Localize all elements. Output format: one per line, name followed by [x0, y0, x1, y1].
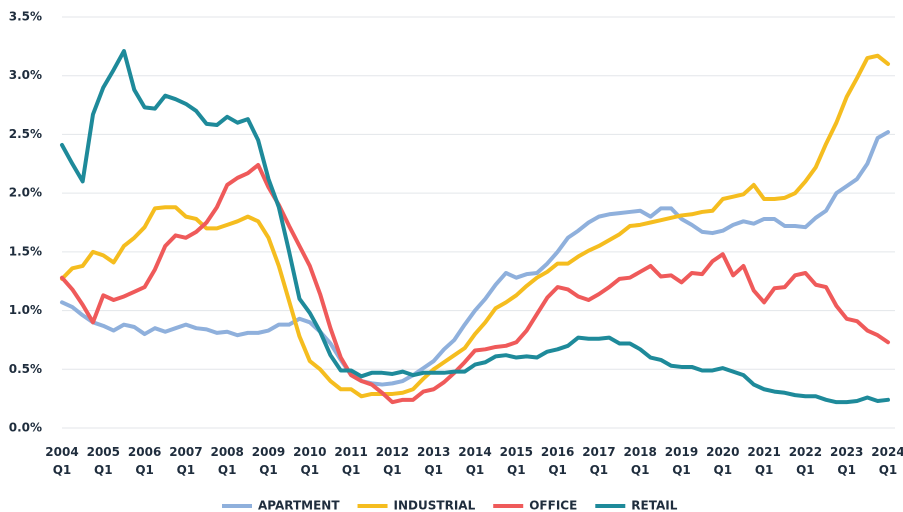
- x-tick-label-line: Q1: [507, 463, 526, 477]
- legend: APARTMENT INDUSTRIAL OFFICE RETAIL: [222, 499, 678, 512]
- x-tick-label-line: 2018: [623, 445, 656, 459]
- x-tick-label: 2019 Q1: [665, 445, 698, 477]
- y-tick-label: 3.5%: [9, 10, 42, 24]
- x-tick-label-line: 2021: [747, 445, 780, 459]
- x-tick-label: 2007 Q1: [169, 445, 202, 477]
- y-tick-label: 0.5%: [9, 362, 42, 376]
- y-tick-label: 1.5%: [9, 244, 42, 258]
- series-line: [60, 53, 890, 399]
- x-tick-label-line: Q1: [53, 463, 72, 477]
- x-tick-label: 2013 Q1: [417, 445, 450, 477]
- y-tick-label: 1.0%: [9, 303, 42, 317]
- x-tick-label-line: 2009: [252, 445, 285, 459]
- x-tick-label-line: 2024: [871, 445, 903, 459]
- x-tick-label: 2015 Q1: [500, 445, 533, 477]
- x-tick-label-line: Q1: [135, 463, 154, 477]
- series-line: [60, 162, 890, 405]
- x-tick-label: 2004 Q1: [45, 445, 78, 477]
- x-tick-label-line: Q1: [590, 463, 609, 477]
- series-line: [60, 130, 890, 387]
- x-tick-label-line: Q1: [714, 463, 733, 477]
- x-tick-label: 2016 Q1: [541, 445, 574, 477]
- x-tick-label: 2005 Q1: [87, 445, 120, 477]
- x-tick-label: 2009 Q1: [252, 445, 285, 477]
- x-tick-label-line: 2005: [87, 445, 120, 459]
- x-tick-label-line: 2016: [541, 445, 574, 459]
- x-tick-label-line: 2011: [334, 445, 367, 459]
- x-tick-label-line: 2006: [128, 445, 161, 459]
- x-tick-label-line: 2015: [500, 445, 533, 459]
- x-tick-label-line: 2022: [789, 445, 822, 459]
- x-tick-label-line: 2010: [293, 445, 326, 459]
- x-tick-label: 2012 Q1: [376, 445, 409, 477]
- x-tick-label: 2008 Q1: [210, 445, 243, 477]
- x-tick-label-line: 2012: [376, 445, 409, 459]
- x-tick-label-line: 2007: [169, 445, 202, 459]
- x-tick-label-line: Q1: [755, 463, 774, 477]
- x-tick-label: 2014 Q1: [458, 445, 491, 477]
- x-tick-label-line: Q1: [796, 463, 815, 477]
- x-tick-label-line: 2014: [458, 445, 491, 459]
- x-tick-label: 2024 Q1: [871, 445, 903, 477]
- x-tick-label-line: Q1: [879, 463, 898, 477]
- x-tick-label-line: Q1: [548, 463, 567, 477]
- y-tick-label: 0.0%: [9, 421, 42, 435]
- x-tick-label: 2010 Q1: [293, 445, 326, 477]
- x-tick-label-line: 2020: [706, 445, 739, 459]
- legend-label: APARTMENT: [258, 499, 340, 512]
- x-tick-label: 2022 Q1: [789, 445, 822, 477]
- x-tick-label-line: Q1: [383, 463, 402, 477]
- x-tick-label-line: Q1: [342, 463, 361, 477]
- legend-label: RETAIL: [631, 499, 677, 512]
- legend-label: INDUSTRIAL: [394, 499, 476, 512]
- x-tick-label-line: Q1: [424, 463, 443, 477]
- x-tick-label: 2006 Q1: [128, 445, 161, 477]
- x-tick-label: 2023 Q1: [830, 445, 863, 477]
- x-tick-label-line: 2019: [665, 445, 698, 459]
- x-tick-label-line: Q1: [466, 463, 485, 477]
- x-tick-label: 2021 Q1: [747, 445, 780, 477]
- x-tick-label: 2018 Q1: [623, 445, 656, 477]
- x-tick-label-line: Q1: [837, 463, 856, 477]
- x-tick-label-line: 2013: [417, 445, 450, 459]
- series-line: [60, 49, 890, 405]
- x-tick-label-line: 2017: [582, 445, 615, 459]
- x-tick-label-line: 2023: [830, 445, 863, 459]
- x-tick-label-line: Q1: [218, 463, 237, 477]
- x-tick-label: 2017 Q1: [582, 445, 615, 477]
- y-tick-label: 2.0%: [9, 186, 42, 200]
- x-tick-label-line: 2008: [210, 445, 243, 459]
- x-tick-label-line: Q1: [259, 463, 278, 477]
- x-tick-label-line: Q1: [672, 463, 691, 477]
- x-tick-label-line: 2004: [45, 445, 78, 459]
- x-tick-label-line: Q1: [94, 463, 113, 477]
- x-tick-label: 2020 Q1: [706, 445, 739, 477]
- x-tick-label-line: Q1: [177, 463, 196, 477]
- y-tick-label: 3.0%: [9, 68, 42, 82]
- legend-label: OFFICE: [529, 499, 577, 512]
- x-tick-label-line: Q1: [631, 463, 650, 477]
- y-tick-label: 2.5%: [9, 127, 42, 141]
- x-tick-label-line: Q1: [301, 463, 320, 477]
- x-tick-label: 2011 Q1: [334, 445, 367, 477]
